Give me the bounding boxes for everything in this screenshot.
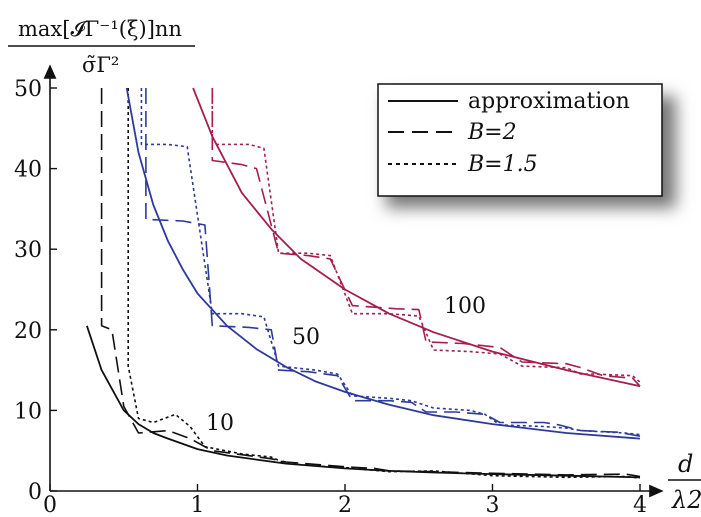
x-tick-label-4: 4	[633, 493, 647, 517]
annotation-100: 100	[444, 294, 486, 319]
x-tick-label-2: 2	[338, 493, 352, 517]
annotation-50: 50	[292, 325, 320, 350]
series-10-B15	[127, 88, 641, 479]
y-tick-label-3: 30	[14, 238, 42, 263]
legend-label-approximation: approximation	[468, 89, 630, 114]
series-100-approximation	[192, 87, 641, 388]
y-tick-label-0: 0	[28, 480, 42, 505]
series-100-B2	[211, 88, 641, 387]
legend: approximation B=2 B=1.5	[377, 83, 676, 208]
y-tick-label-1: 10	[14, 399, 42, 424]
annotation-10: 10	[206, 411, 234, 436]
legend-box	[377, 83, 663, 197]
y-axis-label-denominator: σ̃Γ²	[82, 53, 119, 77]
x-tick-label-3: 3	[486, 493, 500, 517]
x-axis-label-denominator: λ2	[671, 486, 701, 514]
series-10-approximation	[86, 325, 641, 479]
series-50-B15	[140, 88, 641, 436]
series-50-B2	[145, 88, 641, 437]
series-50-approximation	[125, 87, 641, 440]
y-tick-label-4: 40	[14, 158, 42, 183]
y-axis-label-numerator: max[𝓘Γ⁻¹(ξ)]nn	[18, 17, 182, 41]
x-axis-label-numerator: d	[678, 450, 693, 478]
x-tick-label-1: 1	[191, 493, 205, 517]
legend-label-b2: B=2	[467, 120, 517, 145]
series-10-B2	[100, 88, 641, 478]
y-tick-label-5: 50	[14, 77, 42, 102]
y-tick-label-2: 20	[14, 319, 42, 344]
x-tick-label-0: 0	[43, 493, 57, 517]
legend-label-b15: B=1.5	[467, 152, 538, 177]
